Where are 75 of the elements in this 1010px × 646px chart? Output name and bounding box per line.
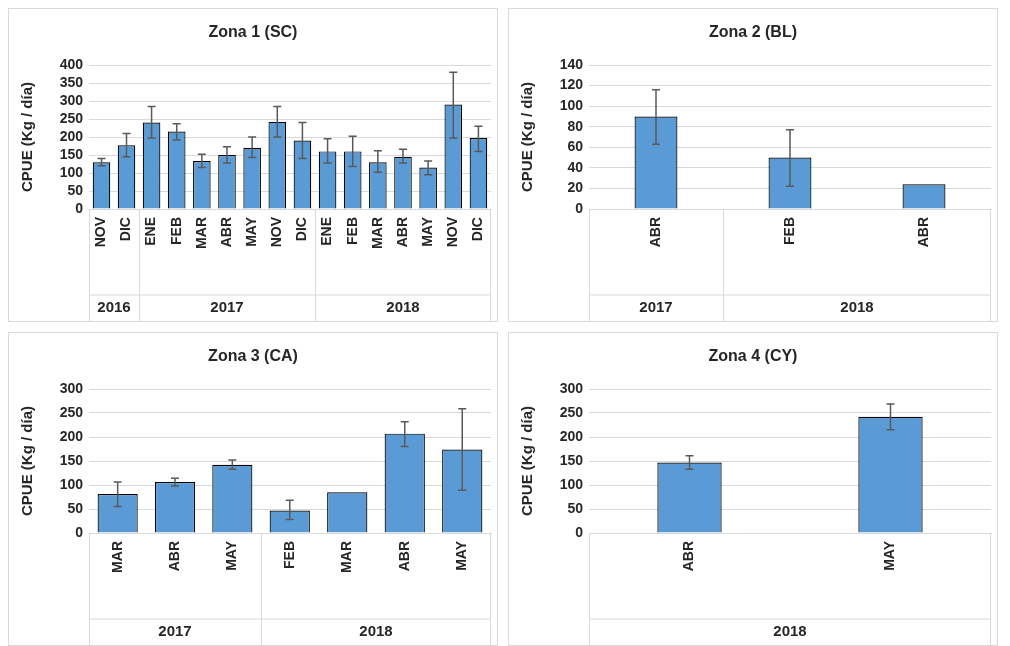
x-tick-label: ABR [217,217,234,248]
x-tick-label: DIC [293,217,310,242]
y-tick-label: 140 [559,55,584,72]
y-tick-label: 100 [59,163,84,180]
x-tick-label: FEB [343,217,360,245]
x-tick-label: FEB [280,541,297,569]
y-tick-label: 20 [567,179,584,196]
x-tick-label: FEB [167,217,184,245]
y-tick-label: 0 [75,199,84,216]
x-tick-label: MAY [419,216,435,247]
x-tick-label: MAR [338,541,355,573]
y-tick-label: 0 [575,199,584,216]
chart-title: Zona 2 (BL) [708,22,798,42]
chart-title: Zona 4 (CY) [707,346,799,366]
x-axis-title: 2017 [210,298,244,316]
x-tick-label: MAR [368,217,385,249]
x-tick-label: ABR [646,217,663,248]
y-tick-label: 0 [575,523,584,540]
x-tick-label: MAY [881,540,898,571]
y-tick-label: 250 [559,403,584,420]
y-tick-label: 0 [75,523,84,540]
y-tick-label: 200 [59,427,84,444]
x-axis-title: 2017 [639,298,673,316]
y-tick-label: 50 [67,181,84,198]
y-tick-label: 300 [59,379,84,396]
x-tick-label: NOV [444,216,461,248]
y-tick-label: 300 [559,379,584,396]
y-tick-label: 250 [59,109,84,126]
chart-title: Zona 1 (SC) [207,22,299,42]
y-tick-label: 40 [567,158,584,175]
y-tick-label: 100 [559,475,584,492]
x-axis-title: 2018 [386,298,420,316]
x-tick-label: MAR [192,217,209,249]
y-tick-label: 50 [567,499,584,516]
chart-title: Zona 3 (CA) [207,346,299,366]
x-tick-label: NOV [92,216,109,248]
x-tick-label: FEB [780,217,797,245]
x-tick-label: ENE [142,217,159,246]
y-tick-label: 120 [559,76,584,93]
y-tick-label: 200 [59,127,84,144]
x-tick-label: MAY [453,540,470,571]
x-tick-label: ENE [318,217,335,246]
x-tick-label: NOV [268,216,285,248]
y-tick-label: 300 [59,91,84,108]
y-tick-label: 350 [59,73,84,90]
x-tick-label: ABR [395,541,412,572]
x-tick-label: ABR [393,217,410,248]
x-tick-label: MAR [108,541,125,573]
y-tick-label: 100 [559,97,584,113]
y-tick-label: 200 [559,427,584,444]
x-axis-title: 2018 [359,622,393,640]
x-axis-title: 2018 [840,298,874,316]
y-axis-title: CPUE (Kg / día) [518,81,536,193]
x-axis-title: 2017 [158,622,192,640]
x-tick-label: DIC [117,217,134,242]
x-tick-label: ABR [680,541,697,572]
x-axis-title: 2018 [773,622,807,640]
y-tick-label: 80 [567,117,584,134]
y-axis-title: CPUE (Kg / día) [18,405,36,517]
y-tick-label: 250 [59,403,84,420]
y-tick-label: 150 [59,145,84,162]
x-tick-label: DIC [469,217,486,242]
y-axis-title: CPUE (Kg / día) [518,405,536,517]
x-tick-label: MAY [243,216,259,247]
y-tick-label: 400 [59,55,84,72]
y-tick-label: 50 [67,499,84,516]
x-tick-label: ABR [914,217,931,248]
y-tick-label: 60 [567,138,584,155]
y-tick-label: 150 [559,451,584,468]
y-axis-title: CPUE (Kg / día) [18,81,36,193]
x-tick-label: MAY [223,540,240,571]
y-tick-label: 150 [59,451,84,468]
x-tick-label: ABR [165,541,182,572]
y-tick-label: 100 [59,475,84,492]
x-axis-title: 2016 [97,298,131,316]
